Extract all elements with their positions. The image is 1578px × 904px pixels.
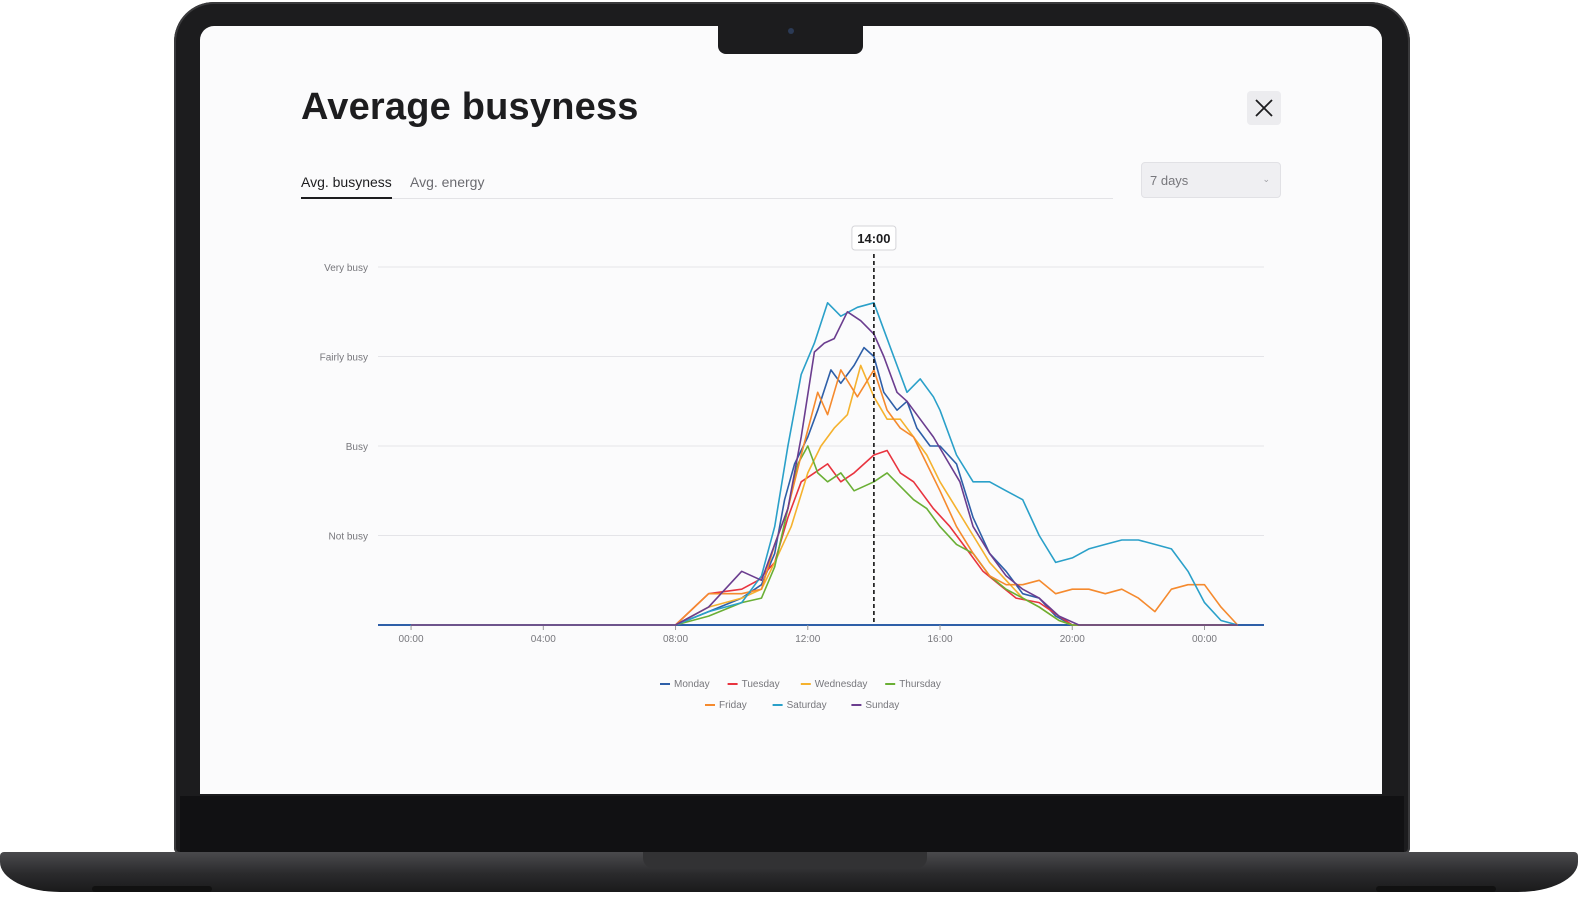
period-select-value: 7 days [1150, 173, 1189, 188]
chevron-down-icon: ⌄ [1262, 174, 1270, 184]
laptop-base [0, 852, 1578, 892]
legend-item-friday: Friday [719, 700, 747, 711]
close-button[interactable] [1247, 91, 1281, 125]
tooltip-label: 14:00 [857, 231, 890, 246]
x-tick-label: 16:00 [927, 634, 952, 645]
x-tick-label: 08:00 [663, 634, 688, 645]
legend-item-monday: Monday [674, 679, 710, 690]
legend-item-sunday: Sunday [865, 700, 899, 711]
series-line-sunday [411, 311, 1238, 626]
laptop-foot-right [1376, 886, 1496, 892]
x-tick-label: 00:00 [1192, 634, 1217, 645]
series-line-friday [411, 369, 1239, 626]
y-tick-label: Fairly busy [320, 353, 368, 364]
y-tick-label: Busy [346, 442, 368, 453]
legend-item-wednesday: Wednesday [815, 679, 868, 690]
laptop-base-notch [643, 852, 927, 868]
camera-notch [718, 26, 863, 54]
y-tick-label: Very busy [324, 263, 368, 274]
tab-bar: Avg. busyness Avg. energy [301, 174, 1113, 199]
x-tick-label: 00:00 [399, 634, 424, 645]
x-tick-label: 04:00 [531, 634, 556, 645]
series-line-wednesday [411, 364, 1238, 626]
tooltip-box [851, 225, 897, 251]
busyness-chart[interactable]: Not busy Busy Fairly busy Very busy 00:00 04:… [300, 196, 1300, 736]
series-line-monday [411, 346, 1238, 626]
y-tick-label: Not busy [329, 532, 368, 543]
x-tick-label: 12:00 [795, 634, 820, 645]
laptop-bezel [180, 796, 1404, 856]
laptop-foot-left [92, 886, 212, 892]
tab-avg-energy[interactable]: Avg. energy [410, 174, 485, 190]
page-title: Average busyness [301, 86, 639, 128]
legend-item-tuesday: Tuesday [742, 679, 780, 690]
camera-icon [788, 28, 794, 34]
app-screen: Average busyness Avg. busyness Avg. ener… [200, 26, 1382, 794]
close-icon [1255, 99, 1273, 117]
tab-avg-busyness[interactable]: Avg. busyness [301, 174, 392, 199]
legend-item-saturday: Saturday [787, 700, 827, 711]
period-select[interactable]: 7 days ⌄ [1141, 162, 1281, 198]
series-line-tuesday [411, 449, 1238, 626]
series-line-saturday [411, 302, 1238, 626]
series-line-thursday [411, 445, 1238, 626]
legend-item-thursday: Thursday [899, 679, 941, 690]
x-tick-label: 20:00 [1060, 634, 1085, 645]
